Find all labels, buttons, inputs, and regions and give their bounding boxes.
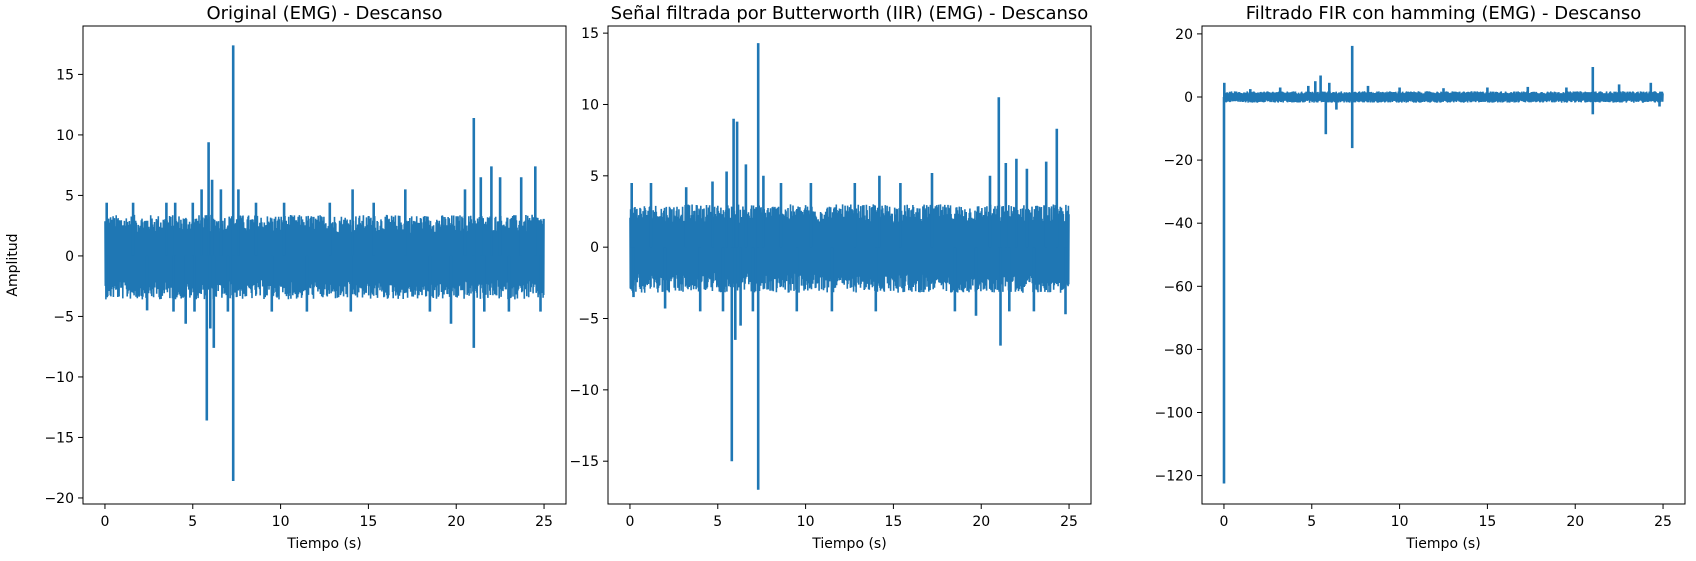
x-tick-label: 25 [1654,514,1672,530]
y-tick-label: −60 [1163,279,1193,295]
x-tick-label: 25 [535,514,553,530]
axes-frame [607,25,1092,505]
x-axis-label: Tiempo (s) [286,536,361,552]
chart-title: Original (EMG) - Descanso [206,3,442,24]
chart-title: Filtrado FIR con hamming (EMG) - Descans… [1246,3,1642,24]
y-tick-label: −15 [569,454,599,470]
y-tick-label: −5 [578,312,599,328]
x-tick-label: 10 [1391,514,1409,530]
x-tick-label: 0 [1219,514,1228,530]
series-line [104,214,545,300]
y-tick-label: 15 [581,26,599,42]
y-tick-label: −80 [1163,342,1193,358]
x-axis-label: Tiempo (s) [1405,536,1480,552]
series-line [629,204,1070,293]
x-tick-label: 20 [447,514,465,530]
x-tick-label: 5 [1307,514,1316,530]
x-tick-label: 15 [884,514,902,530]
x-tick-label: 20 [972,514,990,530]
y-tick-label: 20 [1175,27,1193,43]
chart-panel-1: 0 5 10 15 20 25 −20 −15 −10 −5 0 5 10 15 Original (EMG… [5,3,567,552]
y-tick-label: −120 [1155,469,1193,485]
x-tick-label: 5 [713,514,722,530]
y-tick-label: −5 [53,309,74,325]
y-tick-label: 5 [65,188,74,204]
y-tick-label: 0 [1184,90,1193,106]
x-tick-label: 15 [359,514,377,530]
x-axis-label: Tiempo (s) [811,536,886,552]
y-tick-label: −10 [569,383,599,399]
axes-frame [82,25,567,505]
x-tick-label: 10 [797,514,815,530]
chart-panel-2: 0 5 10 15 20 25 −15 −10 −5 0 5 10 15 Señal filtrada p… [569,3,1092,552]
y-tick-label: −20 [1163,153,1193,169]
y-tick-label: −20 [44,491,74,507]
chart-title: Señal filtrada por Butterworth (IIR) (EM… [611,3,1089,24]
y-axis-label: Amplitud [5,233,21,296]
y-tick-label: 10 [581,97,599,113]
x-tick-label: 25 [1060,514,1078,530]
x-tick-label: 15 [1478,514,1496,530]
y-tick-label: −15 [44,430,74,446]
y-tick-label: 10 [56,128,74,144]
axes-frame [1201,25,1686,505]
x-tick-label: 0 [625,514,634,530]
x-tick-label: 20 [1566,514,1584,530]
y-tick-label: −40 [1163,216,1193,232]
y-tick-label: −100 [1155,406,1193,422]
y-tick-label: −10 [44,370,74,386]
y-tick-label: 15 [56,67,74,83]
x-tick-label: 10 [272,514,290,530]
y-tick-label: 0 [65,249,74,265]
y-tick-label: 0 [590,240,599,256]
y-tick-label: 5 [590,169,599,185]
x-tick-label: 5 [188,514,197,530]
x-tick-label: 0 [100,514,109,530]
chart-panel-3: 0 5 10 15 20 25 −120 −100 −80 −60 −40 −20 0 20 Filtrad… [1155,3,1686,552]
